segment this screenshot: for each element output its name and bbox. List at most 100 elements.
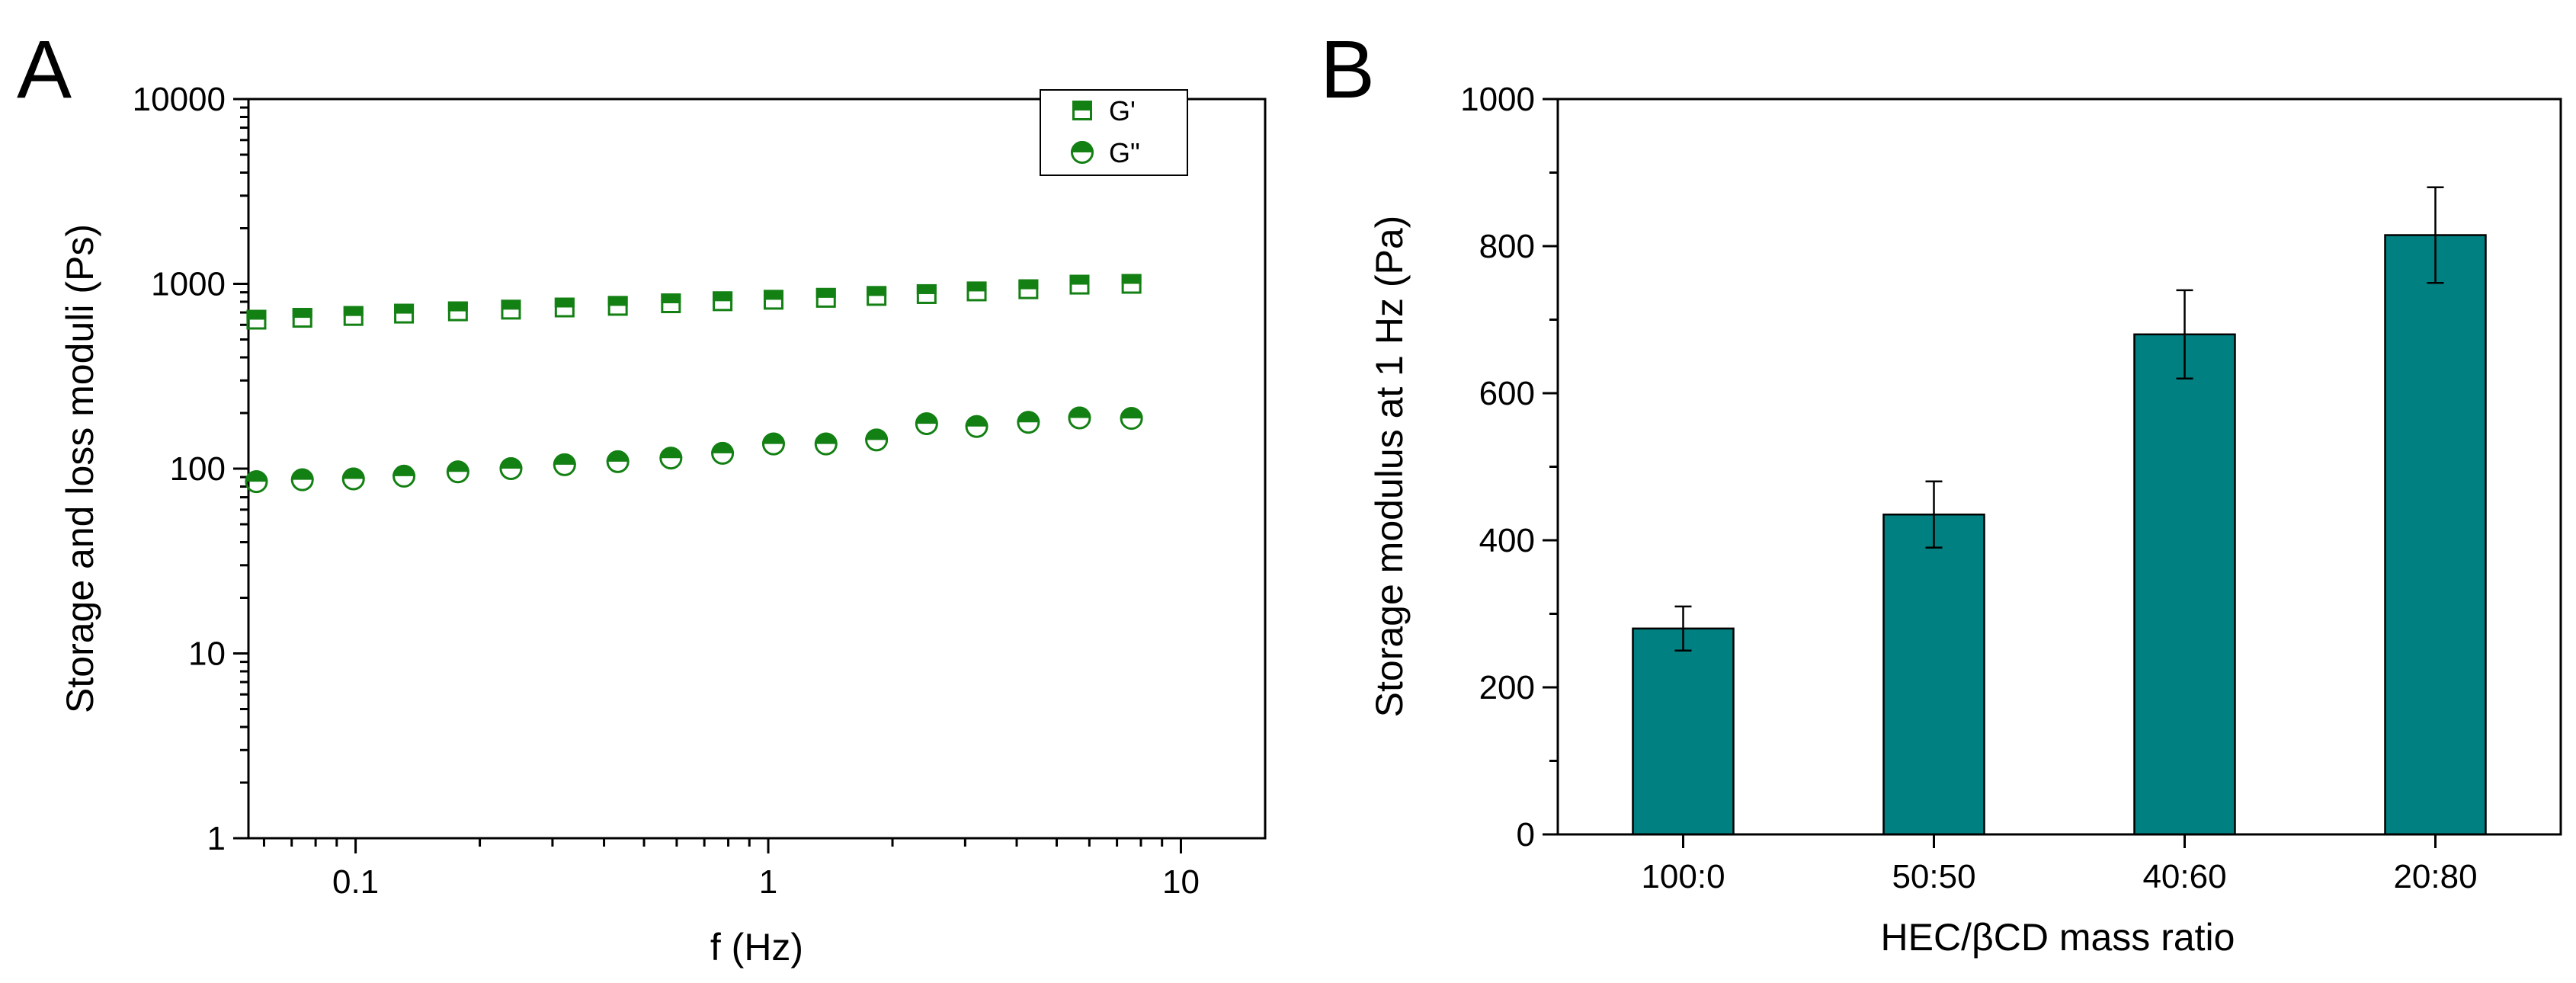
data-point-g-double-prime bbox=[659, 447, 683, 470]
marker-outline bbox=[1121, 274, 1142, 294]
legend-marker-circle-icon bbox=[1071, 141, 1094, 164]
data-point-g-double-prime bbox=[965, 415, 988, 438]
data-point-g-prime bbox=[607, 296, 628, 316]
marker-outline bbox=[292, 308, 312, 328]
bar-100-0 bbox=[1632, 627, 1735, 836]
panel-a-label: A bbox=[17, 23, 72, 115]
legend-label-g-prime: G' bbox=[1109, 95, 1136, 126]
x-tick-label-10: 10 bbox=[1162, 863, 1200, 901]
marker-outline bbox=[554, 297, 575, 318]
data-point-g-double-prime bbox=[865, 428, 889, 452]
data-point-g-prime bbox=[1121, 274, 1142, 294]
marker-outline bbox=[501, 299, 521, 320]
data-point-g-double-prime bbox=[499, 457, 523, 480]
marker-fill bbox=[1069, 274, 1090, 285]
marker-outline bbox=[659, 447, 683, 470]
marker-fill bbox=[1121, 274, 1142, 284]
data-point-g-prime bbox=[966, 281, 987, 302]
marker-fill bbox=[815, 287, 836, 298]
data-point-g-double-prime bbox=[245, 470, 268, 494]
marker-outline bbox=[815, 287, 836, 308]
data-point-g-double-prime bbox=[446, 460, 469, 484]
panel-b-label: B bbox=[1320, 23, 1375, 115]
panel-a-x-axis-title: f (Hz) bbox=[710, 926, 803, 969]
error-bar-40-60 bbox=[2176, 289, 2193, 379]
marker-outline bbox=[1120, 407, 1143, 431]
marker-outline bbox=[1069, 274, 1090, 295]
marker-fill bbox=[966, 281, 987, 292]
marker-outline bbox=[447, 301, 468, 322]
data-point-g-double-prime bbox=[341, 467, 365, 491]
panel-b-x-axis-title: HEC/βCD mass ratio bbox=[1881, 916, 2235, 959]
marker-fill bbox=[1072, 101, 1092, 110]
data-point-g-double-prime bbox=[290, 468, 314, 491]
marker-outline bbox=[713, 291, 733, 312]
marker-outline bbox=[499, 457, 523, 480]
x-tick-label-0-1: 0.1 bbox=[332, 863, 379, 901]
marker-fill bbox=[554, 297, 575, 308]
marker-fill bbox=[394, 303, 415, 314]
marker-outline bbox=[245, 470, 268, 494]
bar-50-50 bbox=[1882, 513, 1985, 836]
marker-outline bbox=[607, 296, 628, 316]
y-tick-label-1000: 1000 bbox=[1460, 81, 1535, 118]
bar-20-80 bbox=[2384, 234, 2487, 836]
data-point-g-double-prime bbox=[392, 464, 416, 488]
error-bar-100-0 bbox=[1674, 605, 1692, 652]
y-tick-label-1: 1 bbox=[207, 820, 226, 857]
data-point-g-prime bbox=[246, 309, 267, 330]
data-point-g-prime bbox=[661, 293, 681, 313]
error-bar-20-80 bbox=[2427, 186, 2444, 284]
marker-outline bbox=[606, 450, 630, 473]
x-tick-label-40-60: 40:60 bbox=[2142, 858, 2226, 895]
data-point-g-double-prime bbox=[711, 441, 735, 465]
y-tick-label-400: 400 bbox=[1479, 522, 1535, 559]
marker-outline bbox=[341, 467, 365, 491]
data-point-g-prime bbox=[916, 283, 937, 304]
marker-outline bbox=[916, 283, 937, 304]
marker-outline bbox=[1071, 141, 1094, 164]
marker-fill bbox=[607, 296, 628, 306]
marker-outline bbox=[661, 293, 681, 313]
y-tick-label-100: 100 bbox=[170, 450, 226, 488]
data-point-g-double-prime bbox=[915, 412, 938, 436]
y-tick-label-600: 600 bbox=[1479, 375, 1535, 412]
data-point-g-double-prime bbox=[553, 453, 576, 476]
error-bar-50-50 bbox=[1925, 480, 1943, 549]
marker-fill bbox=[292, 308, 312, 319]
marker-fill bbox=[763, 290, 783, 300]
panel-a-chart: A 0.1 1 10 1 10 100 1000 10000 f (Hz) Storage … bbox=[17, 23, 1267, 969]
marker-outline bbox=[290, 468, 314, 491]
marker-outline bbox=[1018, 279, 1039, 299]
marker-outline bbox=[761, 432, 785, 456]
y-tick-label-800: 800 bbox=[1479, 228, 1535, 265]
y-tick-label-0: 0 bbox=[1517, 816, 1535, 853]
marker-outline bbox=[246, 309, 267, 330]
data-point-g-double-prime bbox=[761, 432, 785, 456]
panel-b-y-axis-title: Storage modulus at 1 Hz (Pa) bbox=[1368, 216, 1411, 718]
legend-box bbox=[1040, 89, 1188, 176]
marker-fill bbox=[713, 291, 733, 302]
x-tick-label-100-0: 100:0 bbox=[1641, 858, 1725, 895]
x-tick-label-50-50: 50:50 bbox=[1892, 858, 1975, 895]
data-point-g-double-prime bbox=[1120, 407, 1143, 431]
marker-fill bbox=[916, 283, 937, 294]
marker-outline bbox=[965, 415, 988, 438]
marker-outline bbox=[814, 432, 838, 456]
data-point-g-double-prime bbox=[1017, 411, 1040, 434]
data-point-g-prime bbox=[447, 301, 468, 322]
marker-outline bbox=[763, 290, 783, 310]
marker-outline bbox=[1072, 101, 1092, 120]
marker-outline bbox=[865, 428, 889, 452]
panel-b-x-axis: 100:0 50:50 40:60 20:80 bbox=[1641, 834, 2478, 895]
data-point-g-prime bbox=[815, 287, 836, 308]
marker-fill bbox=[246, 309, 267, 320]
x-tick-label-20-80: 20:80 bbox=[2393, 858, 2477, 895]
panel-b-bars bbox=[1632, 186, 2487, 836]
panel-a-legend: G' G" bbox=[1040, 89, 1188, 176]
marker-outline bbox=[966, 281, 987, 302]
marker-fill bbox=[501, 299, 521, 310]
marker-outline bbox=[915, 412, 938, 436]
data-point-g-prime bbox=[1069, 274, 1090, 295]
